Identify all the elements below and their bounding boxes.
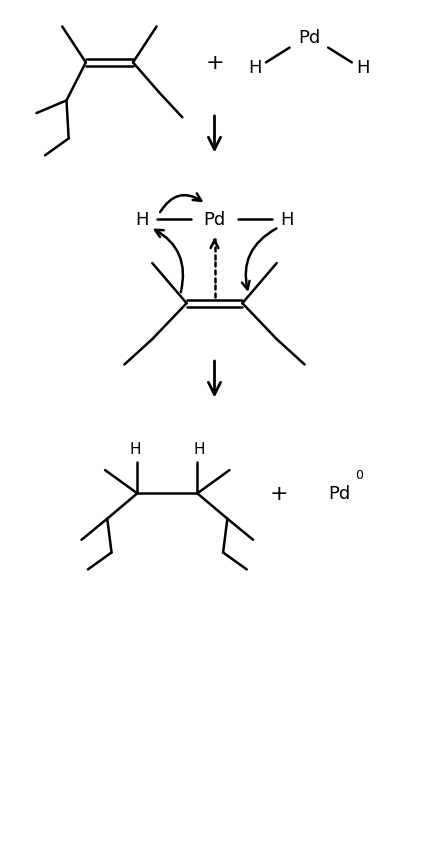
Text: H: H xyxy=(356,59,369,78)
Text: Pd: Pd xyxy=(298,29,320,47)
Text: H: H xyxy=(248,59,262,78)
Text: H: H xyxy=(194,442,205,457)
Text: Pd: Pd xyxy=(328,484,350,503)
Text: H: H xyxy=(135,210,148,229)
Text: +: + xyxy=(269,484,288,504)
Text: Pd: Pd xyxy=(203,210,226,229)
Text: H: H xyxy=(281,210,294,229)
Text: +: + xyxy=(205,53,224,73)
Text: 0: 0 xyxy=(356,468,363,481)
Text: H: H xyxy=(130,442,141,457)
